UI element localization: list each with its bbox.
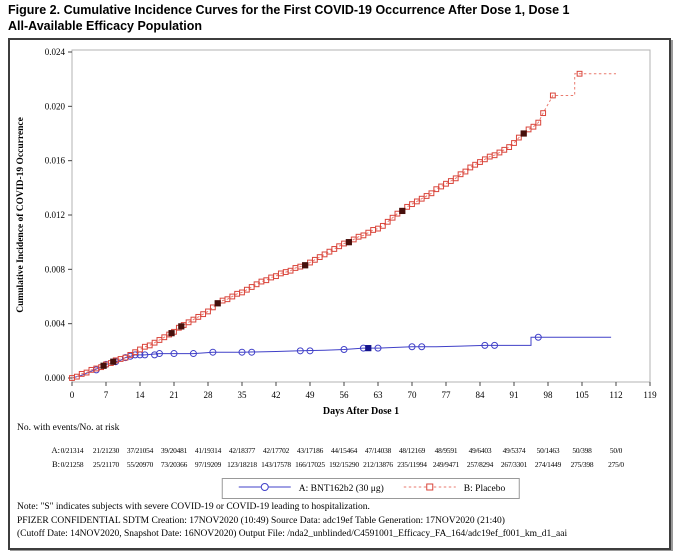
- risk-value: 0/21258: [60, 460, 84, 469]
- risk-row-label: B:: [51, 459, 60, 469]
- x-tick-label: 63: [374, 390, 384, 400]
- risk-value: 50/0: [609, 446, 623, 455]
- risk-value: 39/20481: [160, 446, 188, 455]
- risk-value: 249/9471: [432, 460, 460, 469]
- x-axis-title: Days After Dose 1: [323, 406, 399, 417]
- legend-item-bnt162b2: A: BNT162b2 (30 μg): [237, 481, 384, 496]
- x-tick-label: 84: [476, 390, 486, 400]
- risk-value: 97/19209: [194, 460, 222, 469]
- y-tick-label: 0.020: [45, 101, 66, 111]
- risk-value: 274/1449: [534, 460, 562, 469]
- legend-label-placebo: B: Placebo: [463, 483, 506, 494]
- y-tick-label: 0.004: [45, 319, 66, 329]
- severe-markers-placebo: [100, 130, 527, 369]
- risk-value: 267/3301: [500, 460, 528, 469]
- figure-title-line1: Figure 2. Cumulative Incidence Curves fo…: [8, 3, 570, 17]
- risk-value: 21/21230: [92, 446, 120, 455]
- risk-value: 41/19314: [194, 446, 222, 455]
- severe-markers-bnt162b2: [365, 345, 372, 352]
- risk-value: 212/13876: [363, 460, 393, 469]
- x-tick-label: 28: [204, 390, 214, 400]
- risk-value: 49/5374: [502, 446, 526, 455]
- x-tick-label: 42: [272, 390, 281, 400]
- x-tick-label: 70: [408, 390, 418, 400]
- bnt162b2-line-circle-icon: [237, 481, 293, 496]
- note-line-output-file: (Cutoff Date: 14NOV2020, Snapshot Date: …: [17, 529, 568, 539]
- y-tick-label: 0.000: [45, 373, 66, 383]
- y-tick-label: 0.012: [45, 210, 65, 220]
- plot-frame: [71, 49, 651, 383]
- figure-notes: Note: "S" indicates subjects with severe…: [17, 501, 665, 542]
- legend: A: BNT162b2 (30 μg) B: Placebo: [221, 478, 521, 499]
- risk-value: 235/11994: [397, 460, 427, 469]
- risk-value: 50/398: [572, 446, 592, 455]
- risk-value: 42/17702: [262, 446, 290, 455]
- risk-value: 48/12169: [398, 446, 426, 455]
- x-tick-label: 105: [575, 390, 589, 400]
- risk-value: 275/0: [608, 460, 624, 469]
- risk-value: 73/20366: [160, 460, 188, 469]
- risk-value: 49/6403: [468, 446, 492, 455]
- note-line-confidential: PFIZER CONFIDENTIAL SDTM Creation: 17NOV…: [17, 515, 505, 526]
- figure-border: 0.000 0.004 0.008 0.012 0.016 0.020 0.024 0 7 14 2…: [8, 38, 671, 550]
- risk-value: 0/21314: [60, 446, 84, 455]
- x-tick-label: 7: [104, 390, 109, 400]
- series-line-placebo: [71, 73, 616, 379]
- risk-value: 166/17025: [295, 460, 325, 469]
- x-tick-label: 98: [544, 390, 554, 400]
- risk-value: 55/20970: [126, 460, 154, 469]
- note-line-severe: Note: "S" indicates subjects with severe…: [17, 502, 370, 512]
- y-axis-title: Cumulative Incidence of COVID-19 Occurre…: [16, 117, 26, 313]
- placebo-dash-square-icon: [402, 481, 458, 496]
- x-tick-label: 0: [70, 390, 75, 400]
- y-tick-label: 0.024: [45, 47, 66, 57]
- x-tick-label: 112: [609, 390, 622, 400]
- figure-title: Figure 2. Cumulative Incidence Curves fo…: [8, 3, 672, 34]
- risk-value: 123/18218: [227, 460, 257, 469]
- risk-value: 48/9591: [434, 446, 458, 455]
- x-tick-label: 21: [170, 390, 179, 400]
- risk-table-caption: No. with events/No. at risk: [17, 423, 120, 433]
- risk-row-label: A:: [51, 445, 61, 455]
- risk-row: B: 0/21258 25/21170 55/20970 73/20366 97/192…: [10, 459, 667, 471]
- legend-label-bnt162b2: A: BNT162b2 (30 μg): [298, 483, 384, 494]
- risk-value: 44/15464: [330, 446, 358, 455]
- x-tick-label: 77: [442, 390, 452, 400]
- x-tick-label: 91: [510, 390, 519, 400]
- legend-item-placebo: B: Placebo: [402, 481, 505, 496]
- x-tick-label: 14: [136, 390, 146, 400]
- risk-value: 275/398: [570, 460, 594, 469]
- risk-value: 192/15290: [329, 460, 359, 469]
- x-tick-label: 56: [340, 390, 350, 400]
- risk-value: 42/18377: [228, 446, 256, 455]
- km-chart: 0.000 0.004 0.008 0.012 0.016 0.020 0.024 0 7 14 2…: [16, 47, 657, 417]
- risk-value: 257/8294: [466, 460, 494, 469]
- risk-row: A: 0/21314 21/21230 37/21054 39/20481 41/193…: [10, 445, 667, 457]
- x-tick-label: 35: [238, 390, 248, 400]
- risk-value: 37/21054: [126, 446, 154, 455]
- y-tick-label: 0.008: [45, 264, 66, 274]
- risk-value: 43/17186: [296, 446, 324, 455]
- risk-value: 143/17578: [261, 460, 291, 469]
- risk-value: 50/1463: [536, 446, 560, 455]
- risk-value: 47/14038: [364, 446, 392, 455]
- y-tick-label: 0.016: [45, 156, 66, 166]
- risk-value: 25/21170: [92, 460, 120, 469]
- figure-title-line2: All-Available Efficacy Population: [8, 18, 203, 33]
- x-tick-label: 49: [306, 390, 316, 400]
- x-tick-label: 119: [643, 390, 657, 400]
